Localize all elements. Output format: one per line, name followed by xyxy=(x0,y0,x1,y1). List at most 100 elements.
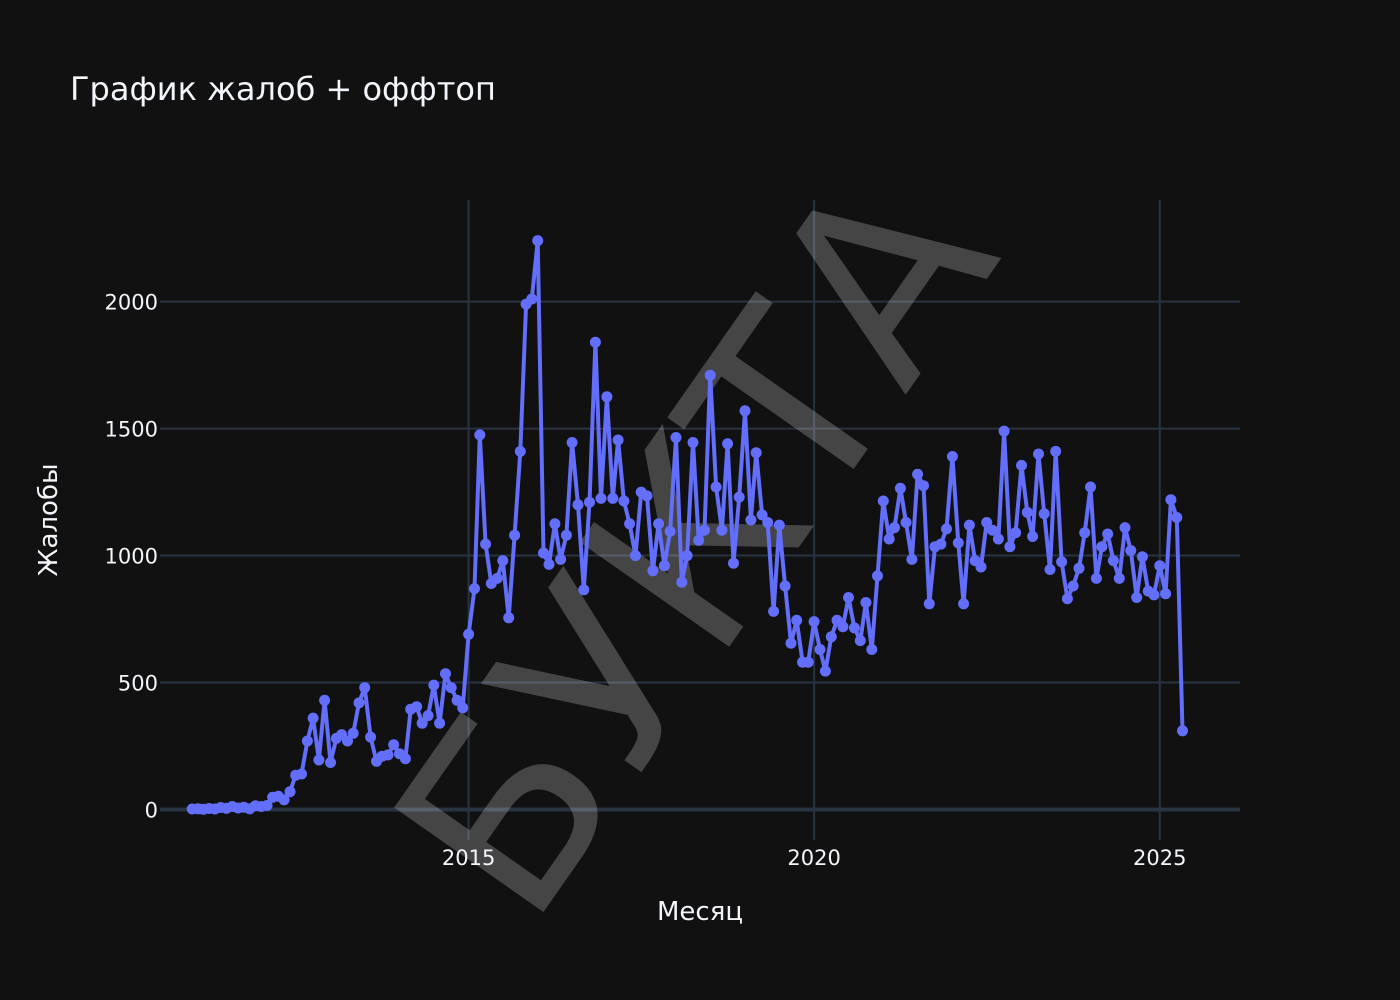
data-point xyxy=(1056,556,1068,568)
data-point xyxy=(1177,725,1188,737)
data-point xyxy=(526,293,538,305)
data-point xyxy=(1021,506,1033,518)
y-tick-label: 1000 xyxy=(105,545,158,569)
data-point xyxy=(906,553,918,565)
data-point xyxy=(301,735,313,747)
data-point xyxy=(998,425,1010,437)
data-point xyxy=(1004,541,1016,553)
data-point xyxy=(474,429,486,441)
data-point xyxy=(883,533,895,545)
data-point xyxy=(894,482,906,494)
data-point xyxy=(549,518,561,530)
data-point xyxy=(785,637,797,649)
data-point xyxy=(728,557,739,569)
data-point xyxy=(739,405,751,417)
data-point xyxy=(416,717,428,729)
data-point xyxy=(1107,555,1119,567)
data-point xyxy=(843,592,854,603)
data-point xyxy=(889,522,900,534)
data-point xyxy=(382,749,394,761)
data-point xyxy=(992,533,1004,545)
data-point xyxy=(918,480,929,492)
data-point xyxy=(469,583,480,595)
data-point xyxy=(411,701,423,713)
data-point xyxy=(445,682,457,694)
data-point xyxy=(1038,508,1050,520)
data-point xyxy=(451,694,463,706)
data-point xyxy=(497,555,509,567)
data-point xyxy=(612,434,624,446)
data-point xyxy=(791,614,803,626)
data-point xyxy=(733,491,745,503)
data-point xyxy=(641,490,653,502)
data-point xyxy=(900,517,912,528)
chart-title: График жалоб + оффтоп xyxy=(70,70,496,108)
y-tick-label: 2000 xyxy=(105,291,158,315)
series-layer xyxy=(186,235,1188,815)
data-point xyxy=(681,550,693,562)
x-axis-title: Месяц xyxy=(657,897,743,927)
data-point xyxy=(1073,562,1085,574)
data-point xyxy=(1102,528,1114,540)
data-point xyxy=(342,735,353,747)
data-point xyxy=(877,495,889,507)
data-point xyxy=(872,570,883,582)
data-point xyxy=(307,712,319,724)
y-tick-label: 500 xyxy=(118,672,158,696)
data-point xyxy=(825,631,837,643)
data-point xyxy=(1044,564,1056,575)
data-point xyxy=(837,621,849,633)
data-point xyxy=(261,800,273,811)
data-point xyxy=(1090,572,1102,584)
data-point xyxy=(463,628,475,640)
data-point xyxy=(457,702,469,714)
data-point xyxy=(503,612,515,624)
data-point xyxy=(428,679,440,691)
data-point xyxy=(658,560,670,572)
data-point xyxy=(589,336,601,348)
data-point xyxy=(278,794,290,806)
x-tick-label: 2025 xyxy=(1133,846,1186,870)
data-point xyxy=(808,616,820,628)
data-point xyxy=(538,547,549,559)
data-point xyxy=(284,786,296,798)
data-point xyxy=(1061,593,1073,605)
data-point xyxy=(745,514,757,526)
data-point xyxy=(1160,588,1172,600)
data-point xyxy=(491,572,503,584)
data-point xyxy=(1016,459,1027,471)
data-point xyxy=(802,656,814,668)
data-point xyxy=(560,529,572,541)
data-point xyxy=(1119,522,1131,534)
data-point xyxy=(440,668,451,680)
data-point xyxy=(319,694,331,706)
data-point xyxy=(555,553,567,565)
data-point xyxy=(981,517,993,528)
data-point xyxy=(975,561,987,573)
data-point xyxy=(365,731,377,743)
data-point xyxy=(1010,527,1022,539)
data-point xyxy=(584,496,595,508)
data-point xyxy=(987,524,998,536)
data-point xyxy=(653,518,665,530)
data-point xyxy=(1067,580,1079,592)
grid-layer xyxy=(160,200,1240,840)
tick-layer: 0 500 1000 1500 2000 2015 2020 2025 xyxy=(105,291,1187,870)
data-point xyxy=(347,727,359,739)
data-point xyxy=(1050,445,1062,457)
data-point xyxy=(1148,589,1160,601)
data-point xyxy=(676,576,688,588)
data-point xyxy=(399,753,411,765)
data-point xyxy=(1131,592,1143,603)
data-point xyxy=(1027,531,1039,542)
data-point xyxy=(935,538,947,550)
data-point xyxy=(710,481,722,493)
data-point xyxy=(1079,527,1091,539)
data-point xyxy=(946,451,958,462)
data-point xyxy=(624,518,636,530)
data-point xyxy=(601,391,613,403)
data-point xyxy=(1165,494,1177,506)
data-point xyxy=(854,635,866,647)
data-point xyxy=(687,437,699,448)
data-point xyxy=(670,432,682,443)
